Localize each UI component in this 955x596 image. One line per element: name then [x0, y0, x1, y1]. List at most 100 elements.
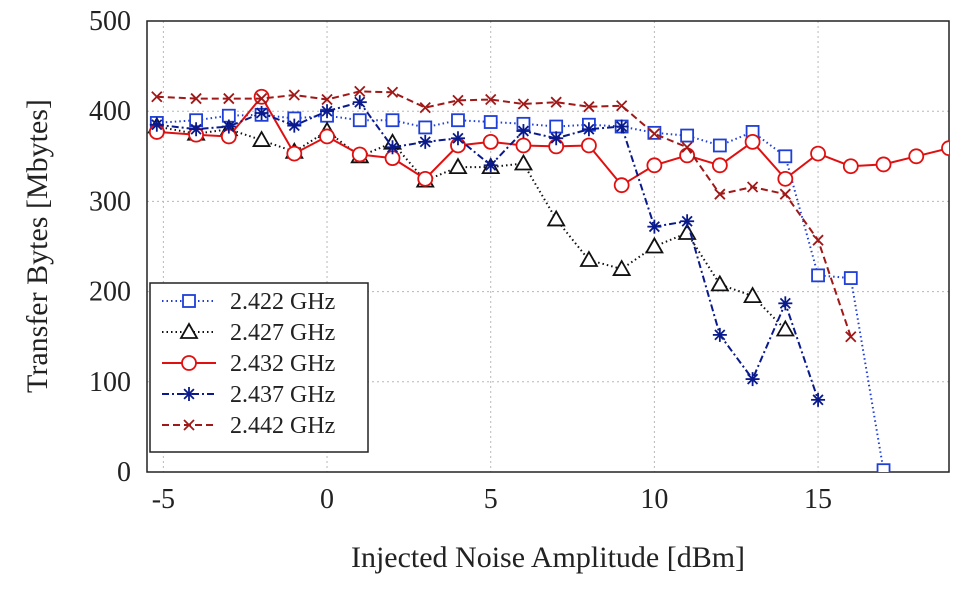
- data-point-2-422-ghz: [876, 463, 891, 472]
- data-point-2-442-ghz: [354, 85, 366, 97]
- y-axis-title: Transfer Bytes [Mbytes]: [21, 99, 54, 393]
- data-point-2-432-ghz: [515, 137, 532, 154]
- data-point-2-422-ghz: [778, 149, 793, 164]
- data-point-2-432-ghz: [810, 145, 826, 162]
- y-tick-label: 300: [89, 186, 131, 217]
- data-point-2-437-ghz: [254, 106, 269, 121]
- data-point-2-432-ghz: [646, 157, 663, 174]
- data-point-2-437-ghz: [221, 119, 236, 134]
- data-point-2-432-ghz: [253, 88, 270, 105]
- data-point-2-432-ghz: [482, 133, 499, 150]
- data-point-2-437-ghz: [483, 158, 498, 173]
- legend-item-2-437-ghz: 2.437 GHz: [162, 382, 335, 408]
- legend-marker-2-442-ghz: [183, 419, 195, 431]
- data-point-2-427-ghz: [579, 250, 599, 267]
- data-point-2-442-ghz: [223, 92, 235, 105]
- y-tick-label: 400: [89, 96, 131, 127]
- legend-item-2-427-ghz: 2.427 GHz: [162, 320, 335, 346]
- x-tick-label: 0: [320, 484, 334, 515]
- data-point-2-442-ghz: [714, 188, 726, 200]
- data-point-2-437-ghz: [712, 327, 727, 342]
- series-2-432-ghz: [148, 88, 949, 194]
- data-point-2-437-ghz: [745, 372, 760, 387]
- legend-marker-2-432-ghz: [181, 355, 197, 371]
- data-point-2-432-ghz: [351, 146, 368, 163]
- legend-label-2-442-ghz: 2.442 GHz: [230, 413, 335, 439]
- legend-item-2-422-ghz: 2.422 GHz: [162, 289, 335, 315]
- data-point-2-422-ghz: [712, 138, 727, 153]
- x-tick-label: 5: [484, 484, 498, 515]
- legend-label-2-422-ghz: 2.422 GHz: [230, 289, 335, 315]
- data-point-2-437-ghz: [647, 219, 662, 234]
- data-point-2-427-ghz: [612, 259, 632, 276]
- y-tick-label: 0: [117, 457, 131, 488]
- data-point-2-432-ghz: [908, 148, 925, 165]
- data-point-2-432-ghz: [581, 137, 597, 154]
- legend-marker-2-437-ghz: [182, 387, 196, 401]
- data-point-2-422-ghz: [843, 271, 858, 285]
- data-point-2-427-ghz: [775, 319, 795, 337]
- data-point-2-437-ghz: [287, 118, 302, 133]
- legend: 2.422 GHz 2.427 GHz 2.432 GHz 2.437 GHz 2.44…: [149, 282, 369, 453]
- data-point-2-437-ghz: [450, 131, 465, 146]
- data-point-2-427-ghz: [546, 209, 566, 227]
- data-point-2-437-ghz: [385, 140, 400, 155]
- data-point-2-422-ghz: [549, 119, 564, 134]
- y-tick-label: 100: [89, 367, 131, 398]
- data-point-2-437-ghz: [778, 296, 793, 311]
- data-point-2-437-ghz: [614, 119, 629, 134]
- data-point-2-432-ghz: [613, 177, 630, 194]
- data-point-2-422-ghz: [418, 120, 433, 135]
- y-tick-label: 500: [89, 6, 131, 37]
- data-point-2-427-ghz: [710, 274, 730, 292]
- data-point-2-442-ghz: [812, 234, 824, 246]
- data-point-2-422-ghz: [451, 113, 465, 128]
- series-line-2-442-ghz: [156, 90, 852, 338]
- data-point-2-432-ghz: [286, 145, 303, 162]
- data-point-2-432-ghz: [842, 158, 859, 175]
- data-point-2-442-ghz: [779, 188, 791, 200]
- legend-label-2-437-ghz: 2.437 GHz: [230, 382, 335, 408]
- data-point-2-442-ghz: [288, 89, 300, 101]
- x-axis-title: Injected Noise Amplitude [dBm]: [351, 541, 745, 574]
- data-point-2-432-ghz: [417, 170, 434, 187]
- data-point-2-432-ghz: [875, 156, 892, 173]
- data-point-2-442-ghz: [321, 93, 333, 106]
- data-point-2-437-ghz: [516, 124, 531, 139]
- data-point-2-422-ghz: [483, 115, 498, 129]
- data-point-2-422-ghz: [385, 113, 400, 128]
- y-tick-label: 200: [89, 277, 131, 308]
- x-tick-label: -5: [152, 484, 175, 515]
- data-point-2-442-ghz: [583, 101, 595, 113]
- axis-ticks: -5 0 5 10 15 0 100 200 300 400 500: [89, 6, 832, 515]
- x-tick-label: 15: [804, 484, 832, 515]
- series-2-442-ghz: [151, 85, 857, 343]
- data-point-2-437-ghz: [680, 214, 695, 229]
- data-point-2-442-ghz: [485, 93, 497, 106]
- data-point-2-437-ghz: [418, 134, 433, 149]
- data-point-2-437-ghz: [189, 122, 204, 137]
- data-point-2-437-ghz: [149, 117, 164, 132]
- legend-item-2-442-ghz: 2.442 GHz: [162, 413, 335, 439]
- data-point-2-442-ghz: [550, 96, 562, 108]
- x-tick-label: 10: [640, 484, 668, 515]
- data-point-2-422-ghz: [680, 128, 695, 143]
- data-point-2-442-ghz: [151, 91, 163, 103]
- data-point-2-442-ghz: [386, 86, 399, 98]
- data-point-2-442-ghz: [255, 92, 268, 105]
- data-point-2-427-ghz: [644, 236, 664, 254]
- data-point-2-437-ghz: [352, 95, 367, 110]
- data-point-2-437-ghz: [549, 131, 564, 146]
- series-layer: [147, 85, 949, 472]
- data-point-2-432-ghz: [744, 133, 761, 150]
- data-point-2-427-ghz: [252, 130, 272, 147]
- data-point-2-422-ghz: [811, 268, 825, 283]
- data-point-2-437-ghz: [811, 392, 826, 407]
- data-point-2-432-ghz: [711, 157, 728, 174]
- legend-label-2-427-ghz: 2.427 GHz: [230, 320, 335, 346]
- series-2-422-ghz: [149, 107, 891, 472]
- plot-frame: [146, 20, 950, 473]
- data-point-2-432-ghz: [941, 140, 949, 157]
- data-point-2-442-ghz: [452, 94, 464, 107]
